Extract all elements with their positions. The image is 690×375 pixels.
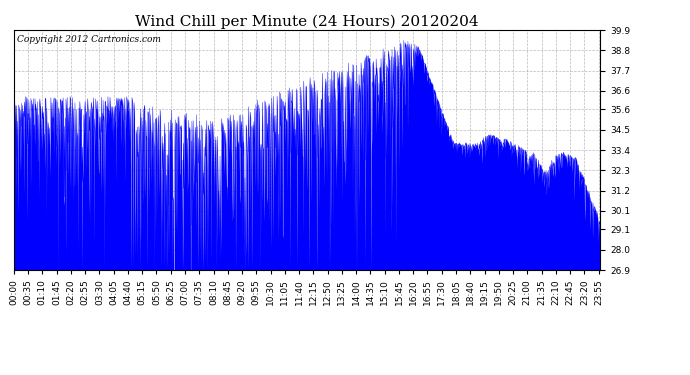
Text: Copyright 2012 Cartronics.com: Copyright 2012 Cartronics.com [17,35,161,44]
Title: Wind Chill per Minute (24 Hours) 20120204: Wind Chill per Minute (24 Hours) 2012020… [135,15,479,29]
